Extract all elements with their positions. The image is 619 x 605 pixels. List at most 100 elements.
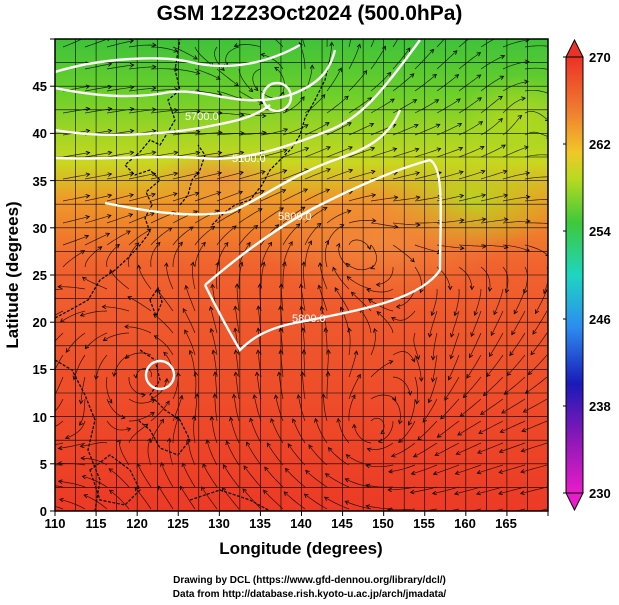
streamline bbox=[370, 244, 377, 269]
streamline-arrowhead bbox=[249, 417, 254, 423]
streamline bbox=[280, 284, 284, 312]
streamline bbox=[480, 96, 503, 114]
streamline-arrowhead bbox=[178, 241, 183, 247]
streamline bbox=[391, 442, 416, 457]
streamline bbox=[201, 486, 218, 510]
contour-labels: 5700.0 5100.0 5800.0 5800.0 bbox=[185, 111, 326, 325]
streamline-arrowhead bbox=[502, 169, 508, 175]
streamline-arrowhead bbox=[97, 246, 103, 251]
x-tick-labels: 110 115 120 125 130 135 140 145 150 155 … bbox=[45, 516, 517, 531]
streamline bbox=[216, 225, 237, 246]
streamline-arrowhead bbox=[184, 329, 189, 335]
streamline-arrowhead bbox=[500, 54, 506, 60]
streamline-arrowhead bbox=[37, 292, 41, 295]
streamline bbox=[417, 420, 438, 441]
streamline bbox=[515, 508, 526, 511]
streamline-arrowhead bbox=[348, 146, 353, 151]
streamline-arrowhead bbox=[457, 431, 462, 436]
streamline-arrowhead bbox=[427, 332, 433, 338]
streamline bbox=[392, 124, 419, 136]
streamline bbox=[194, 90, 222, 96]
streamline bbox=[259, 283, 262, 312]
streamline bbox=[414, 99, 439, 114]
streamline-arrowhead bbox=[217, 150, 223, 156]
streamline-arrowhead bbox=[345, 454, 351, 459]
streamline-arrowhead bbox=[432, 511, 436, 515]
streamline bbox=[370, 360, 393, 378]
colorbar-bottom-arrow bbox=[565, 492, 584, 512]
colorbar-top-arrow bbox=[565, 38, 584, 58]
streamline-arrowhead bbox=[254, 371, 260, 377]
streamline-arrowhead bbox=[281, 189, 287, 194]
streamline bbox=[172, 416, 179, 444]
streamline bbox=[223, 464, 240, 488]
streamline bbox=[230, 417, 240, 444]
streamline bbox=[303, 262, 306, 290]
streamline-arrowhead bbox=[193, 55, 198, 60]
streamline bbox=[182, 308, 196, 334]
streamline bbox=[257, 306, 262, 334]
streamline-arrowhead bbox=[107, 39, 110, 42]
streamline bbox=[501, 398, 526, 414]
streamline-arrowhead bbox=[270, 418, 275, 423]
streamline bbox=[106, 213, 133, 224]
streamline-arrowhead bbox=[179, 485, 185, 491]
streamline-arrowhead bbox=[303, 124, 309, 129]
streamline bbox=[414, 376, 418, 404]
streamline bbox=[128, 398, 155, 404]
streamline-arrowhead bbox=[150, 212, 155, 217]
streamline-arrowhead bbox=[129, 63, 135, 68]
streamline bbox=[58, 480, 86, 488]
streamline bbox=[348, 170, 376, 180]
streamline-arrowhead bbox=[195, 129, 201, 135]
streamline-arrowhead bbox=[406, 47, 411, 52]
streamline-arrowhead bbox=[375, 282, 381, 287]
streamline bbox=[154, 335, 174, 356]
streamline bbox=[348, 44, 361, 70]
streamline-arrowhead bbox=[209, 415, 215, 421]
streamline bbox=[109, 269, 130, 290]
streamline bbox=[305, 470, 328, 488]
streamline-arrowhead bbox=[127, 296, 133, 301]
streamline bbox=[502, 266, 509, 293]
streamline-arrowhead bbox=[499, 75, 505, 80]
streamline-arrowhead bbox=[367, 299, 373, 304]
streamline-arrowhead bbox=[466, 373, 471, 379]
streamline-arrowhead bbox=[301, 349, 307, 354]
streamline-arrowhead bbox=[84, 234, 90, 240]
streamline-arrowhead bbox=[447, 285, 453, 291]
streamline bbox=[480, 398, 504, 415]
contour-label: 5800.0 bbox=[278, 211, 312, 223]
streamline bbox=[480, 55, 505, 70]
streamline-arrowhead bbox=[79, 312, 85, 317]
streamline bbox=[325, 473, 350, 488]
streamline bbox=[348, 239, 371, 250]
streamline-arrowhead bbox=[260, 170, 266, 175]
streamline-arrowhead bbox=[503, 244, 509, 250]
contour-label: 5800.0 bbox=[292, 313, 326, 325]
streamline bbox=[185, 285, 196, 312]
streamline bbox=[366, 484, 394, 488]
streamline bbox=[106, 40, 134, 48]
streamline-arrowhead bbox=[503, 390, 509, 395]
streamline bbox=[138, 265, 152, 290]
streamline-arrowhead bbox=[324, 473, 330, 478]
streamline bbox=[158, 486, 174, 510]
streamline-arrowhead bbox=[336, 417, 341, 423]
streamline bbox=[345, 500, 372, 510]
lat-tick-label: 25 bbox=[33, 268, 47, 283]
streamline-arrowhead bbox=[498, 469, 504, 474]
streamline bbox=[528, 354, 548, 375]
streamline bbox=[150, 378, 168, 400]
streamline-arrowhead bbox=[413, 124, 419, 129]
streamline-arrowhead bbox=[326, 168, 331, 173]
streamline bbox=[454, 486, 482, 495]
streamline-arrowhead bbox=[239, 150, 245, 156]
streamline-arrowhead bbox=[462, 393, 468, 399]
height-contours bbox=[55, 39, 442, 391]
streamline bbox=[454, 288, 460, 316]
streamline bbox=[274, 67, 285, 92]
streamline-arrowhead bbox=[151, 192, 156, 198]
streamline bbox=[128, 377, 146, 396]
colorbar-tick-label: 262 bbox=[589, 137, 611, 152]
